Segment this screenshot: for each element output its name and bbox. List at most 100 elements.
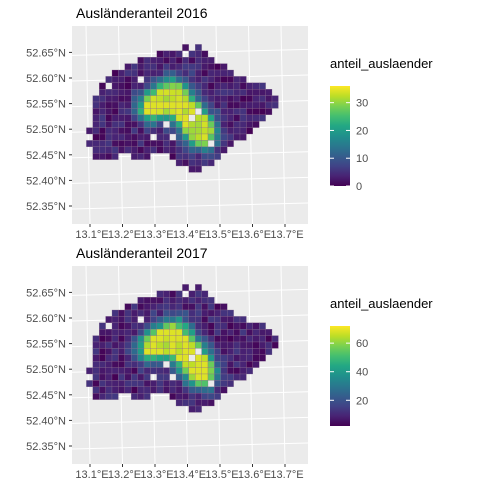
map-cell xyxy=(252,89,260,96)
map-cell xyxy=(227,309,234,317)
grid-cells xyxy=(86,44,279,173)
chart-title: Ausländeranteil 2017 xyxy=(76,245,208,261)
map-cell xyxy=(137,297,145,304)
map-cell xyxy=(214,89,221,96)
map-cell xyxy=(163,95,170,103)
map-cell xyxy=(118,76,125,83)
map-cell xyxy=(175,114,183,122)
map-cell xyxy=(163,108,170,115)
map-cell xyxy=(227,361,234,368)
map-cell xyxy=(143,146,151,154)
map-cell xyxy=(175,108,183,115)
map-cell xyxy=(175,335,183,343)
map-cell xyxy=(175,297,183,304)
map-cell xyxy=(137,127,145,135)
map-cell xyxy=(195,44,202,51)
map-cell xyxy=(182,121,189,128)
map-cell xyxy=(220,140,228,147)
map-cell xyxy=(259,114,266,122)
map-cell xyxy=(124,101,132,109)
map-cell xyxy=(111,322,119,330)
map-cell xyxy=(271,95,279,103)
map-cell xyxy=(227,367,234,375)
map-cell xyxy=(163,335,170,343)
map-cell xyxy=(131,386,138,394)
map-cell xyxy=(118,354,125,362)
map-cell xyxy=(233,95,241,103)
map-cell xyxy=(156,290,164,298)
map-cell xyxy=(124,303,132,311)
map-cell xyxy=(214,153,221,160)
map-cell xyxy=(150,82,157,90)
map-cell xyxy=(92,133,100,141)
map-cell xyxy=(175,361,183,368)
map-cell xyxy=(252,95,260,103)
map-cell xyxy=(188,341,196,349)
map-cell xyxy=(246,114,253,122)
map-cell xyxy=(220,341,228,349)
map-cell xyxy=(92,114,100,122)
map-cell xyxy=(131,108,138,115)
map-cell xyxy=(118,335,125,343)
map-cell xyxy=(169,69,177,77)
map-cell xyxy=(99,89,106,96)
map-cell xyxy=(188,127,196,135)
map-cell xyxy=(92,121,100,128)
map-cell xyxy=(137,303,145,311)
map-cell xyxy=(99,348,106,355)
map-cell xyxy=(195,373,202,381)
map-cell xyxy=(99,367,106,375)
map-cell xyxy=(188,121,196,128)
map-cell xyxy=(150,69,157,77)
map-cell xyxy=(131,329,138,336)
map-cell xyxy=(150,348,157,355)
map-cell xyxy=(163,82,170,90)
map-cell xyxy=(207,335,215,343)
map-cell xyxy=(195,121,202,128)
map-cell xyxy=(150,121,157,128)
map-cell xyxy=(182,159,189,167)
map-cell xyxy=(175,348,183,355)
map-cell xyxy=(201,101,209,109)
legend-tick-label: 20 xyxy=(356,125,368,137)
map-cell xyxy=(201,354,209,362)
map-cell xyxy=(105,373,113,381)
map-cell xyxy=(233,101,241,109)
map-cell xyxy=(220,108,228,115)
map-cell xyxy=(92,348,100,355)
map-cell xyxy=(227,341,234,349)
map-cell xyxy=(150,316,157,323)
map-cell xyxy=(188,76,196,83)
map-cell xyxy=(246,89,253,96)
map-cell xyxy=(195,114,202,122)
map-cell xyxy=(124,322,132,330)
map-cell xyxy=(188,57,196,64)
map-cell xyxy=(182,140,189,147)
map-cell xyxy=(143,303,151,311)
map-cell xyxy=(182,44,189,51)
map-cell xyxy=(131,127,138,135)
map-cell xyxy=(227,95,234,103)
map-cell xyxy=(227,89,234,96)
map-cell xyxy=(239,329,247,336)
map-cell xyxy=(105,361,113,368)
map-cell xyxy=(143,127,151,135)
map-cell xyxy=(220,354,228,362)
map-cell xyxy=(195,89,202,96)
map-cell xyxy=(201,133,209,141)
map-cell xyxy=(169,82,177,90)
map-cell xyxy=(220,69,228,77)
map-cell xyxy=(156,57,164,64)
y-tick-label: 52.65°N xyxy=(26,47,66,59)
map-cell xyxy=(137,322,145,330)
map-cell xyxy=(169,341,177,349)
map-cell xyxy=(233,373,241,381)
y-tick-label: 52.45°N xyxy=(26,150,66,162)
map-cell xyxy=(188,380,196,387)
map-cell xyxy=(143,101,151,109)
map-cell xyxy=(207,69,215,77)
map-cell xyxy=(182,69,189,77)
map-cell xyxy=(220,386,228,394)
map-cell xyxy=(207,341,215,349)
map-cell xyxy=(233,354,241,362)
